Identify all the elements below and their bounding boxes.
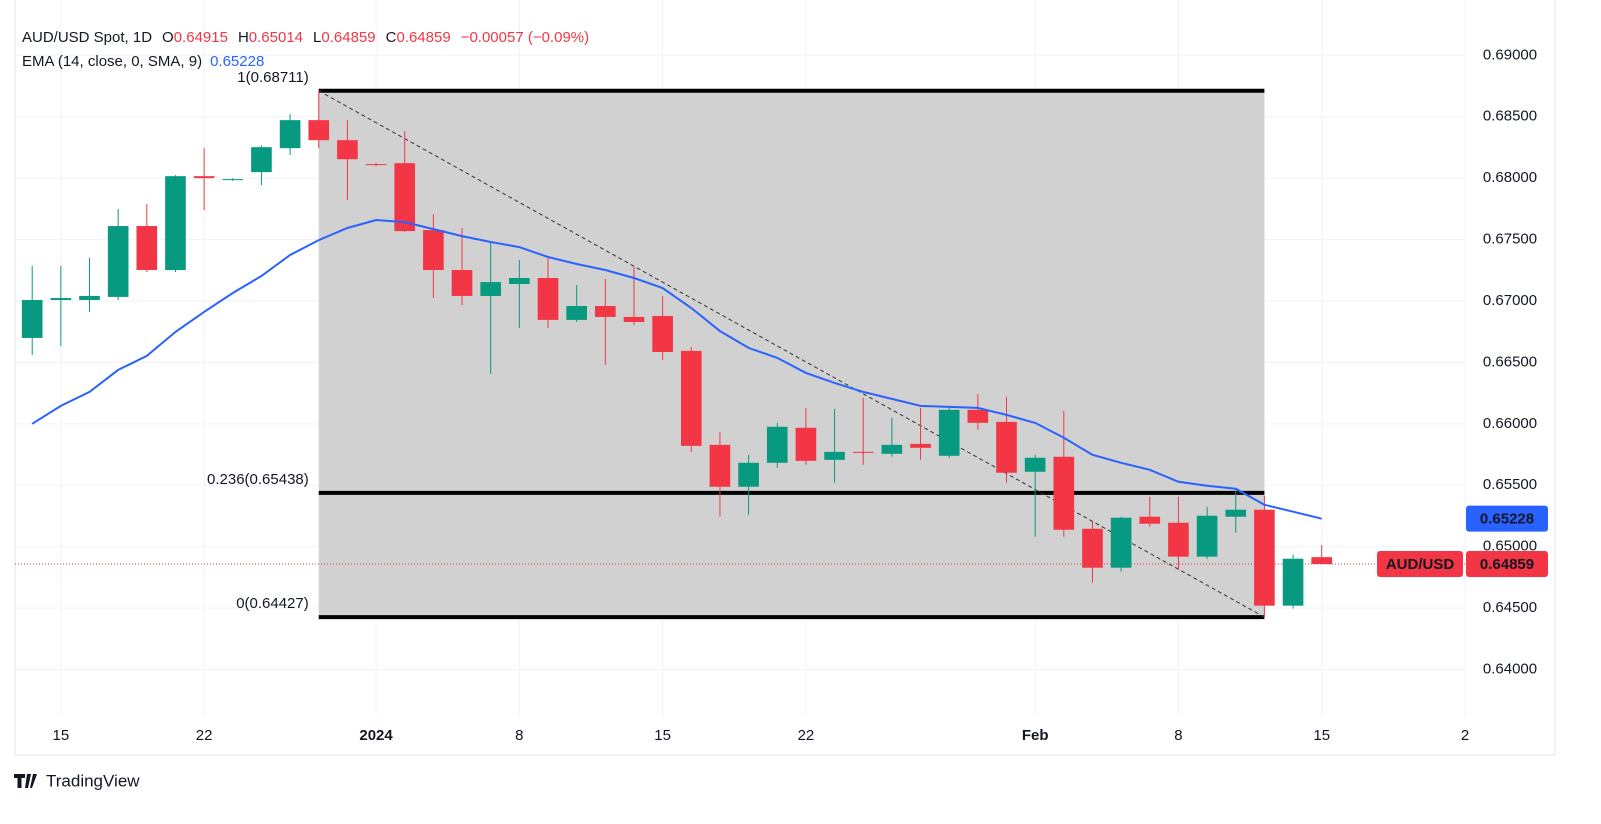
- change: −0.00057 (−0.09%): [461, 29, 589, 46]
- candle-body: [451, 270, 473, 296]
- fib-label: 1(0.68711): [237, 69, 308, 86]
- candle-body: [1139, 516, 1161, 524]
- candle-body: [680, 350, 702, 446]
- ema-legend: EMA (14, close, 0, SMA, 9) 0.65228: [22, 53, 264, 70]
- low-value: 0.64859: [321, 29, 375, 46]
- x-tick-label: Feb: [1022, 727, 1049, 744]
- candle-body: [709, 444, 731, 487]
- candle-body: [251, 147, 272, 173]
- candle-body: [136, 226, 158, 271]
- candle-body: [279, 120, 301, 149]
- y-tick-label: 0.68000: [1483, 169, 1537, 186]
- candle-body: [394, 163, 416, 232]
- x-tick-label: 15: [654, 727, 671, 744]
- candle-body: [738, 462, 759, 487]
- x-tick-label: 15: [1313, 727, 1330, 744]
- ema-badge: [1466, 505, 1548, 532]
- candle-body: [79, 295, 100, 301]
- ema-line: [31, 218, 1322, 520]
- open-key: O: [162, 29, 174, 46]
- candle-body: [1311, 557, 1333, 565]
- y-tick-label: 0.65500: [1483, 476, 1537, 493]
- candle-body: [938, 409, 960, 456]
- candle-body: [1168, 522, 1189, 557]
- candle-body: [824, 451, 845, 460]
- x-tick-label: 2: [1461, 727, 1469, 744]
- candle-body: [480, 282, 502, 296]
- candle-body: [795, 427, 817, 461]
- ema-value: 0.65228: [210, 53, 264, 70]
- ema-badge-label: 0.65228: [1480, 511, 1534, 528]
- candle-body: [967, 409, 989, 423]
- close-value: 0.64859: [396, 29, 450, 46]
- candle-body: [766, 426, 788, 463]
- candle-body: [996, 421, 1017, 473]
- x-tick-label: 2024: [359, 727, 393, 744]
- x-tick-label: 22: [798, 727, 815, 744]
- candle-body: [1196, 515, 1218, 557]
- candle-body: [537, 278, 559, 320]
- y-tick-label: 0.64500: [1483, 599, 1537, 616]
- fib-label: 0.236(0.65438): [207, 471, 309, 488]
- brand-name: TradingView: [46, 771, 140, 790]
- candle-body: [509, 278, 530, 285]
- candle-body: [1254, 509, 1275, 606]
- logo-icon: [14, 774, 37, 788]
- price-badge: [1466, 551, 1548, 578]
- y-tick-label: 0.68500: [1483, 108, 1537, 125]
- x-tick-label: 22: [196, 727, 213, 744]
- y-tick-label: 0.65000: [1483, 538, 1537, 555]
- candle-body: [193, 176, 215, 179]
- candle-body: [337, 140, 358, 160]
- y-tick-label: 0.67000: [1483, 292, 1537, 309]
- candle-body: [910, 443, 931, 448]
- candle-body: [222, 179, 244, 181]
- candle-body: [50, 298, 72, 301]
- header: AUD/USD Spot, 1D O0.64915 H0.65014 L0.64859…: [22, 29, 589, 46]
- candle-body: [21, 300, 43, 338]
- ema-name: EMA (14, close, 0, SMA, 9): [22, 53, 202, 70]
- trend-line: [318, 90, 1265, 618]
- candle-body: [365, 164, 387, 166]
- x-tick-label: 8: [515, 727, 523, 744]
- candle-body: [1110, 517, 1132, 568]
- y-tick-label: 0.69000: [1483, 46, 1537, 63]
- plot-layer: 1(0.68711) 0.236(0.65438) 0(0.64427) 0.6900…: [14, 0, 1556, 756]
- y-tick-label: 0.66500: [1483, 353, 1537, 370]
- candle-body: [1225, 509, 1247, 517]
- candle-body: [1282, 558, 1304, 606]
- fib-label: 0(0.64427): [236, 595, 309, 612]
- candle-body: [1082, 528, 1103, 568]
- candle-body: [165, 176, 186, 271]
- candle-body: [566, 306, 587, 320]
- x-tick-label: 8: [1174, 727, 1182, 744]
- candle-body: [623, 316, 645, 322]
- candle-body: [308, 120, 330, 141]
- candle-body: [652, 315, 673, 352]
- x-tick-label: 15: [53, 727, 70, 744]
- candle-body: [595, 306, 616, 317]
- candle-body: [1024, 457, 1046, 472]
- price-name-badge: [1377, 551, 1463, 578]
- symbol: AUD/USD Spot, 1D: [22, 29, 152, 46]
- high-key: H: [238, 29, 249, 46]
- y-tick-label: 0.66000: [1483, 415, 1537, 432]
- brand-logo: TradingView: [14, 771, 140, 790]
- candle-body: [423, 230, 444, 271]
- price-name-label: AUD/USD: [1386, 556, 1455, 573]
- price-badge-label: 0.64859: [1480, 556, 1534, 573]
- candle-body: [881, 444, 903, 454]
- close-key: C: [386, 29, 397, 46]
- low-key: L: [313, 29, 321, 46]
- high-value: 0.65014: [249, 29, 303, 46]
- candle-body: [1053, 456, 1075, 530]
- y-tick-label: 0.67500: [1483, 231, 1537, 248]
- open-value: 0.64915: [174, 29, 228, 46]
- candle-body: [852, 451, 874, 453]
- candle-body: [107, 226, 129, 297]
- y-tick-label: 0.64000: [1483, 661, 1537, 678]
